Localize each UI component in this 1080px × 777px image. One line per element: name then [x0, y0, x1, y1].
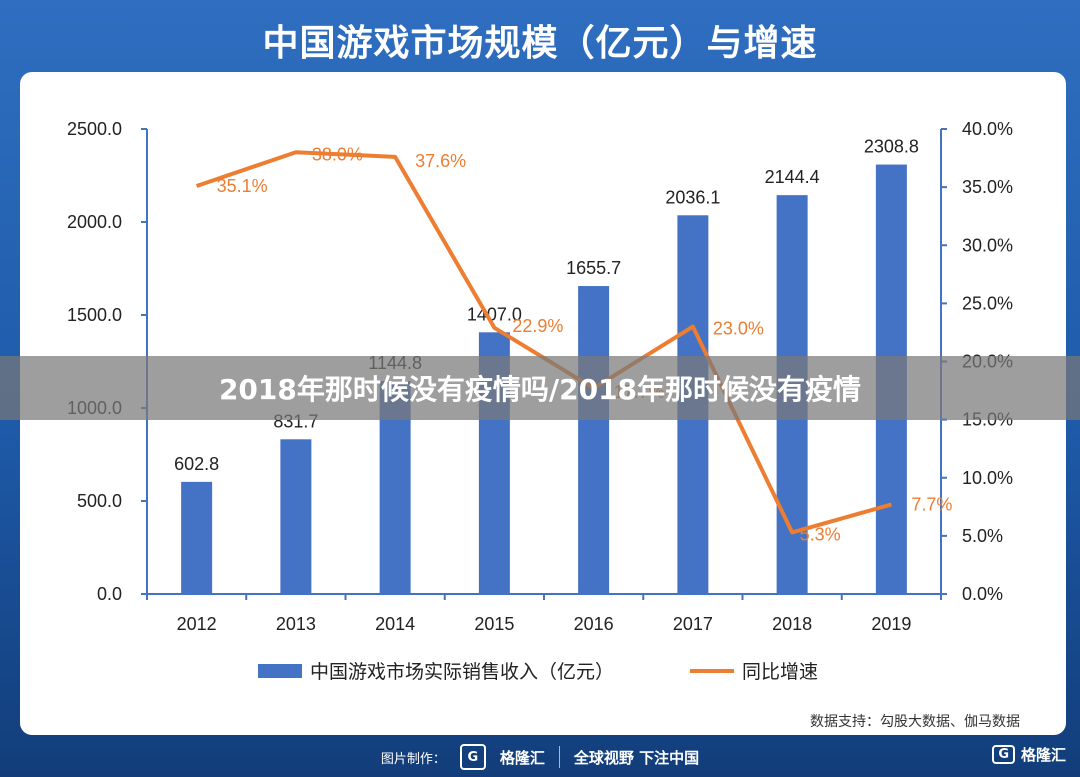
bar: [578, 286, 610, 594]
bar: [181, 481, 213, 594]
line-value-label: 38.0%: [312, 144, 363, 164]
corner-brand: 格隆汇: [1020, 746, 1066, 764]
line-value-label: 35.1%: [217, 176, 268, 196]
made-by-label: 图片制作：: [380, 751, 446, 767]
right-tick-label: 30.0%: [962, 235, 1013, 255]
left-tick-label: 2000.0: [67, 212, 122, 232]
bar-value-label: 602.8: [174, 454, 219, 474]
line-value-label: 22.9%: [512, 316, 563, 336]
corner-watermark: G 格隆汇: [992, 744, 1066, 765]
right-tick-label: 25.0%: [962, 293, 1013, 313]
right-tick-label: 10.0%: [962, 468, 1013, 488]
page-title: 中国游戏市场规模（亿元）与增速: [262, 23, 818, 64]
footer: 图片制作： G 格隆汇 全球视野 下注中国: [0, 737, 1080, 777]
left-tick-label: 1500.0: [67, 305, 122, 325]
line-value-label: 7.7%: [911, 494, 952, 514]
bar-value-label: 2144.4: [765, 167, 820, 187]
x-tick-label: 2018: [772, 614, 812, 634]
left-tick-label: 0.0: [97, 584, 122, 604]
legend-line-label: 同比增速: [742, 661, 818, 683]
data-source-note: 数据支持：勾股大数据、伽马数据: [810, 714, 1020, 730]
line-value-label: 37.6%: [415, 151, 466, 171]
bar-value-label: 2308.8: [864, 137, 919, 157]
x-tick-label: 2016: [574, 614, 614, 634]
x-tick-label: 2013: [276, 614, 316, 634]
right-tick-label: 40.0%: [962, 119, 1013, 139]
right-tick-label: 0.0%: [962, 584, 1003, 604]
line-value-label: 23.0%: [713, 319, 764, 339]
legend-bar-label: 中国游戏市场实际销售收入（亿元）: [310, 661, 614, 683]
x-tick-label: 2014: [375, 614, 415, 634]
overlay-banner: 2018年那时候没有疫情吗/2018年那时候没有疫情: [0, 356, 1080, 420]
x-tick-label: 2015: [474, 614, 514, 634]
corner-logo-icon: G: [992, 745, 1015, 764]
brand-name: 格隆汇: [499, 748, 545, 767]
legend-bar-swatch: [258, 664, 302, 678]
right-tick-label: 5.0%: [962, 526, 1003, 546]
left-tick-label: 2500.0: [67, 119, 122, 139]
right-tick-label: 35.0%: [962, 177, 1013, 197]
bar-value-label: 1407.0: [467, 304, 522, 324]
bar: [280, 439, 312, 594]
overlay-banner-text: 2018年那时候没有疫情吗/2018年那时候没有疫情: [218, 373, 862, 406]
left-tick-label: 500.0: [77, 491, 122, 511]
line-value-label: 5.3%: [800, 524, 841, 544]
brand-slogan: 全球视野 下注中国: [573, 748, 700, 767]
footer-divider: [558, 746, 560, 768]
bar-value-label: 2036.1: [665, 187, 720, 207]
x-tick-label: 2019: [871, 614, 911, 634]
brand-logo-icon: G: [459, 744, 486, 770]
bar-value-label: 1655.7: [566, 258, 621, 278]
x-tick-label: 2017: [673, 614, 713, 634]
x-tick-label: 2012: [177, 614, 217, 634]
